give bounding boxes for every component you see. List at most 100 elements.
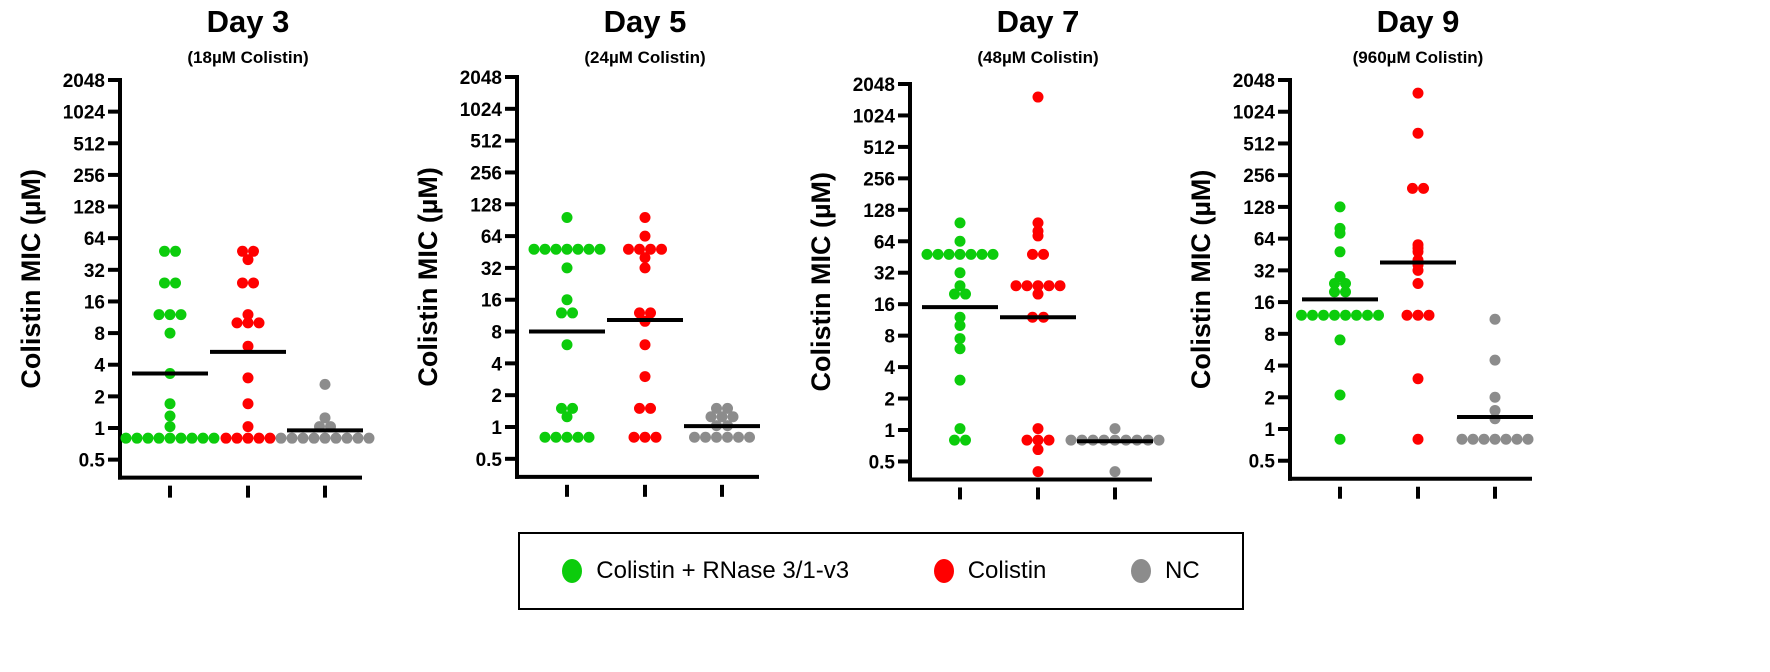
y-tick-label: 1 <box>1264 420 1275 441</box>
data-point <box>242 309 254 321</box>
data-point <box>634 307 645 319</box>
data-point <box>275 432 287 444</box>
y-tick-label: 128 <box>73 198 105 219</box>
data-point <box>628 431 640 443</box>
legend-marker-gray <box>1131 559 1151 583</box>
panel-day-5: Day 5 (24µM Colistin) Colistin MIC (µM) 0.5… <box>413 4 760 497</box>
data-point <box>561 243 573 255</box>
data-point <box>1334 433 1346 445</box>
data-point <box>1021 434 1033 446</box>
data-point <box>186 432 198 444</box>
data-point <box>556 307 567 319</box>
data-point <box>1032 288 1044 300</box>
data-point <box>727 411 739 423</box>
data-point <box>1032 466 1044 478</box>
data-point <box>1373 309 1384 321</box>
y-tick-label: 128 <box>1243 198 1275 219</box>
y-tick-label: 1024 <box>1233 103 1276 124</box>
panel-subtitle: (18µM Colistin) <box>187 48 308 67</box>
data-point <box>561 411 573 423</box>
data-point <box>1032 434 1044 446</box>
data-point <box>308 432 320 444</box>
y-tick-label: 2 <box>491 386 502 407</box>
data-point <box>1109 466 1121 478</box>
y-tick-label: 256 <box>470 163 502 184</box>
data-point <box>1467 433 1479 445</box>
data-point <box>164 398 176 410</box>
panel-title: Day 3 <box>207 4 290 39</box>
data-point <box>1038 248 1049 260</box>
data-point <box>237 277 248 289</box>
y-tick-label: 1024 <box>63 103 106 124</box>
data-point <box>242 421 254 433</box>
y-tick-label: 32 <box>874 264 895 285</box>
data-point <box>572 243 584 255</box>
y-tick-label: 8 <box>94 324 105 345</box>
y-tick-label: 16 <box>84 292 105 313</box>
y-tick-label: 128 <box>863 201 895 222</box>
data-point <box>744 431 755 443</box>
data-point <box>639 230 651 242</box>
data-point <box>164 432 176 444</box>
data-point <box>1032 280 1044 292</box>
data-point <box>341 432 353 444</box>
data-point <box>1065 434 1077 446</box>
data-point <box>634 402 645 414</box>
data-point <box>231 432 243 444</box>
data-point <box>1010 280 1022 292</box>
data-point <box>1334 334 1346 346</box>
data-point <box>954 267 966 279</box>
data-point <box>733 431 744 443</box>
data-point <box>1043 280 1055 292</box>
y-tick-label: 0.5 <box>869 452 896 473</box>
legend: Colistin + RNase 3/1-v3 Colistin NC <box>518 532 1244 610</box>
data-point <box>623 243 634 255</box>
data-point <box>561 294 573 306</box>
data-point <box>656 243 667 255</box>
data-point <box>711 402 722 414</box>
data-point <box>561 211 573 223</box>
y-tick-label: 8 <box>1264 325 1275 346</box>
data-point <box>539 431 551 443</box>
data-point <box>170 245 181 257</box>
data-point <box>954 320 966 332</box>
data-point <box>561 431 573 443</box>
data-point <box>242 317 254 329</box>
data-point <box>645 402 656 414</box>
panel-title: Day 9 <box>1377 4 1460 39</box>
y-tick-label: 2048 <box>853 75 895 96</box>
data-point <box>1412 264 1424 276</box>
y-axis-label: Colistin MIC (µM) <box>806 172 836 392</box>
y-tick-label: 1 <box>884 421 895 442</box>
data-point <box>253 317 265 329</box>
data-point <box>921 248 933 260</box>
y-tick-label: 0.5 <box>476 450 503 471</box>
data-point <box>1489 354 1501 366</box>
y-tick-label: 4 <box>884 358 895 379</box>
data-point <box>1334 201 1346 213</box>
data-point <box>1329 286 1340 298</box>
data-point <box>142 432 154 444</box>
data-point <box>1412 246 1424 258</box>
panel-title: Day 7 <box>997 4 1080 39</box>
y-tick-label: 32 <box>1254 261 1275 282</box>
data-point <box>711 431 722 443</box>
y-axis-label: Colistin MIC (µM) <box>1186 170 1216 390</box>
data-point <box>164 309 176 321</box>
data-point <box>583 431 595 443</box>
data-point <box>220 432 232 444</box>
y-tick-label: 512 <box>73 134 105 155</box>
y-tick-label: 1024 <box>853 106 896 127</box>
data-point <box>954 280 966 292</box>
data-point <box>1412 373 1424 385</box>
data-point <box>700 431 711 443</box>
data-point <box>248 245 259 257</box>
data-point <box>954 333 966 345</box>
data-point <box>932 248 944 260</box>
y-tick-label: 4 <box>1264 357 1275 378</box>
y-axis-label: Colistin MIC (µM) <box>16 169 46 389</box>
legend-marker-red <box>933 559 954 583</box>
data-point <box>1500 433 1512 445</box>
data-point <box>650 431 662 443</box>
data-point <box>1412 87 1424 99</box>
